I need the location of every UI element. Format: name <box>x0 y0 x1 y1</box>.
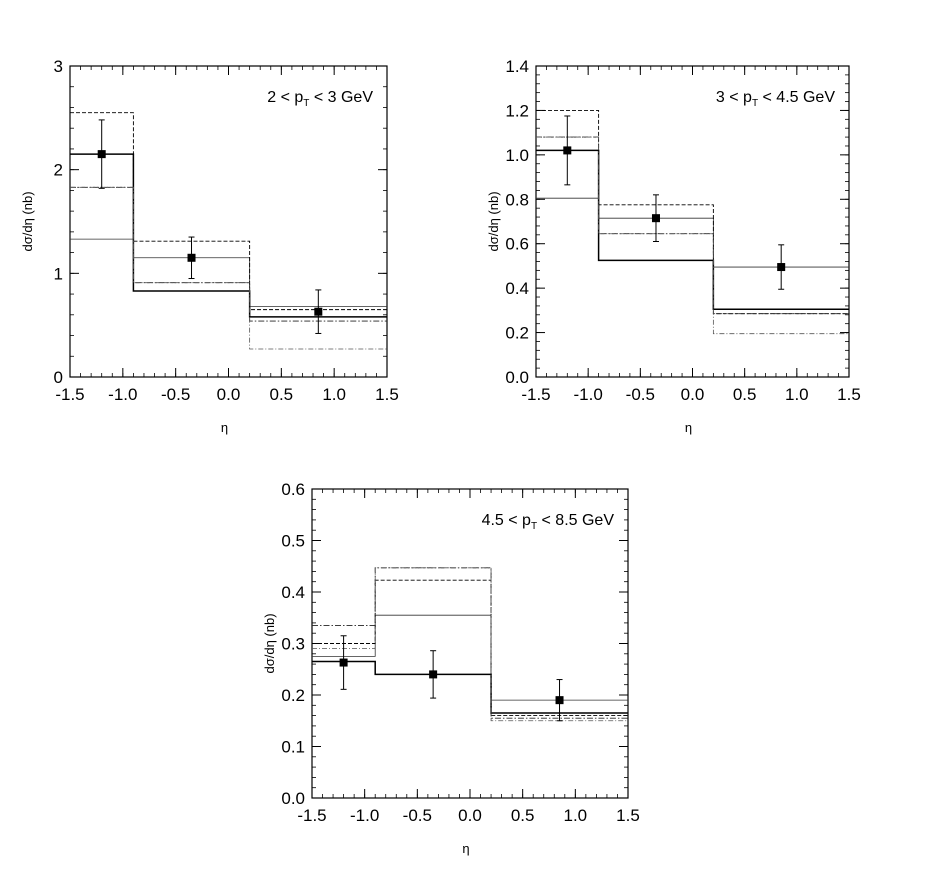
panel-pt-2-3: -1.5 -1.0 -0.5 0.0 0.5 1.0 1.5 0 1 2 3 η dσ/dη (nb) 2… <box>20 57 399 435</box>
x-tick-label: -1.5 <box>297 806 326 825</box>
panel-label-pre: 3 < p <box>716 89 752 106</box>
x-tick-label: 1.0 <box>322 385 346 404</box>
y-tick-label: 0.4 <box>505 279 529 298</box>
y-tick-label: 1 <box>54 264 63 283</box>
panel-label-sub: T <box>752 98 758 109</box>
step-curve-dashed <box>312 579 628 717</box>
y-axis-title: dσ/dη (nb) <box>486 191 501 251</box>
y-tick-label: 0.4 <box>281 583 305 602</box>
x-tick-label: -1.5 <box>521 385 550 404</box>
y-tick-label: 1.2 <box>505 101 529 120</box>
plot-frame <box>535 65 850 378</box>
step-curve-solid-thick <box>70 153 387 318</box>
data-point-marker <box>555 696 564 705</box>
x-axis-title: η <box>685 420 692 435</box>
panel-label: 4.5 < pT < 8.5 GeV <box>482 512 615 532</box>
panel-pt-4p5-8p5: -1.5 -1.0 -0.5 0.0 0.5 1.0 1.5 0.0 0.1 0.2 0.3 0.4 0… <box>262 480 640 856</box>
plot-frame <box>69 65 388 378</box>
step-curve-solid-thin <box>536 197 849 268</box>
x-tick-label: -1.0 <box>108 385 137 404</box>
step-curve-dashed <box>536 109 849 315</box>
y-tick-label: 0.6 <box>505 235 529 254</box>
x-tick-label: 1.5 <box>837 385 861 404</box>
y-tick-label: 0.8 <box>505 190 529 209</box>
x-tick-label: -1.0 <box>574 385 603 404</box>
x-tick-label: -0.5 <box>403 806 432 825</box>
y-tick-label: 0 <box>54 368 63 387</box>
x-tick-label: -1.0 <box>350 806 379 825</box>
x-tick-label: 0.0 <box>217 385 241 404</box>
y-axis-title: dσ/dη (nb) <box>20 191 35 251</box>
y-tick-label: 0.0 <box>505 368 529 387</box>
x-tick-label: 1.5 <box>375 385 399 404</box>
y-tick-label: 0.0 <box>281 789 305 808</box>
x-tick-label: 0.0 <box>458 806 482 825</box>
data-point-marker <box>97 150 106 159</box>
panel-label-pre: 2 < p <box>267 89 303 106</box>
step-curve-dashdot <box>536 136 849 315</box>
x-tick-label: -1.5 <box>55 385 84 404</box>
step-curve-solid-thin <box>312 614 628 701</box>
y-tick-label: 0.2 <box>505 324 529 343</box>
panel-pt-3-4p5: -1.5 -1.0 -0.5 0.0 0.5 1.0 1.5 0.0 0.2 0.4 0.6 0.8 1… <box>486 57 861 435</box>
step-curve-dashed <box>70 112 387 311</box>
step-curve-solid-thick <box>312 660 628 714</box>
y-axis-title: dσ/dη (nb) <box>262 613 277 673</box>
step-curve-dashdot <box>312 567 628 719</box>
data-point-marker <box>314 307 323 316</box>
x-tick-label: 0.5 <box>270 385 294 404</box>
data-point-marker <box>651 214 660 223</box>
panel-label-post: < 4.5 GeV <box>758 89 835 106</box>
data-point-marker <box>339 658 348 667</box>
y-tick-label: 0.6 <box>281 480 305 499</box>
data-point-marker <box>777 263 786 272</box>
y-tick-label: 1.0 <box>505 146 529 165</box>
x-tick-label: 1.0 <box>564 806 588 825</box>
step-curve-dashdot-gray <box>70 186 387 350</box>
panel-label-post: < 3 GeV <box>309 89 373 106</box>
panel-label: 3 < pT < 4.5 GeV <box>716 89 835 109</box>
y-tick-label: 0.2 <box>281 686 305 705</box>
x-tick-label: 0.5 <box>733 385 757 404</box>
x-tick-label: -0.5 <box>161 385 190 404</box>
x-tick-label: 0.0 <box>681 385 705 404</box>
x-tick-label: 0.5 <box>511 806 535 825</box>
panel-label-sub: T <box>531 521 537 532</box>
x-tick-label: -0.5 <box>626 385 655 404</box>
y-tick-label: 1.4 <box>505 57 529 76</box>
panel-label: 2 < pT < 3 GeV <box>267 89 373 109</box>
data-point-marker <box>563 146 572 155</box>
y-tick-label: 3 <box>54 57 63 76</box>
step-curve-solid-thick <box>536 149 849 310</box>
panel-label-sub: T <box>303 98 309 109</box>
y-tick-label: 0.3 <box>281 635 305 654</box>
x-axis-title: η <box>462 841 469 856</box>
plot-frame <box>311 488 629 799</box>
step-curve-dashdot <box>70 186 387 322</box>
y-tick-label: 0.1 <box>281 738 305 757</box>
data-point-marker <box>187 253 196 262</box>
step-curve-dashdot-gray <box>312 567 628 722</box>
panel-label-post: < 8.5 GeV <box>537 512 614 529</box>
x-axis-title: η <box>221 420 228 435</box>
y-tick-label: 2 <box>54 161 63 180</box>
panel-label-pre: 4.5 < p <box>482 512 531 529</box>
x-tick-label: 1.0 <box>785 385 809 404</box>
data-point-marker <box>429 670 438 679</box>
x-tick-label: 1.5 <box>616 806 640 825</box>
step-curve-solid-thin <box>70 238 387 307</box>
step-curve-dashdot-gray <box>536 136 849 335</box>
y-tick-label: 0.5 <box>281 532 305 551</box>
